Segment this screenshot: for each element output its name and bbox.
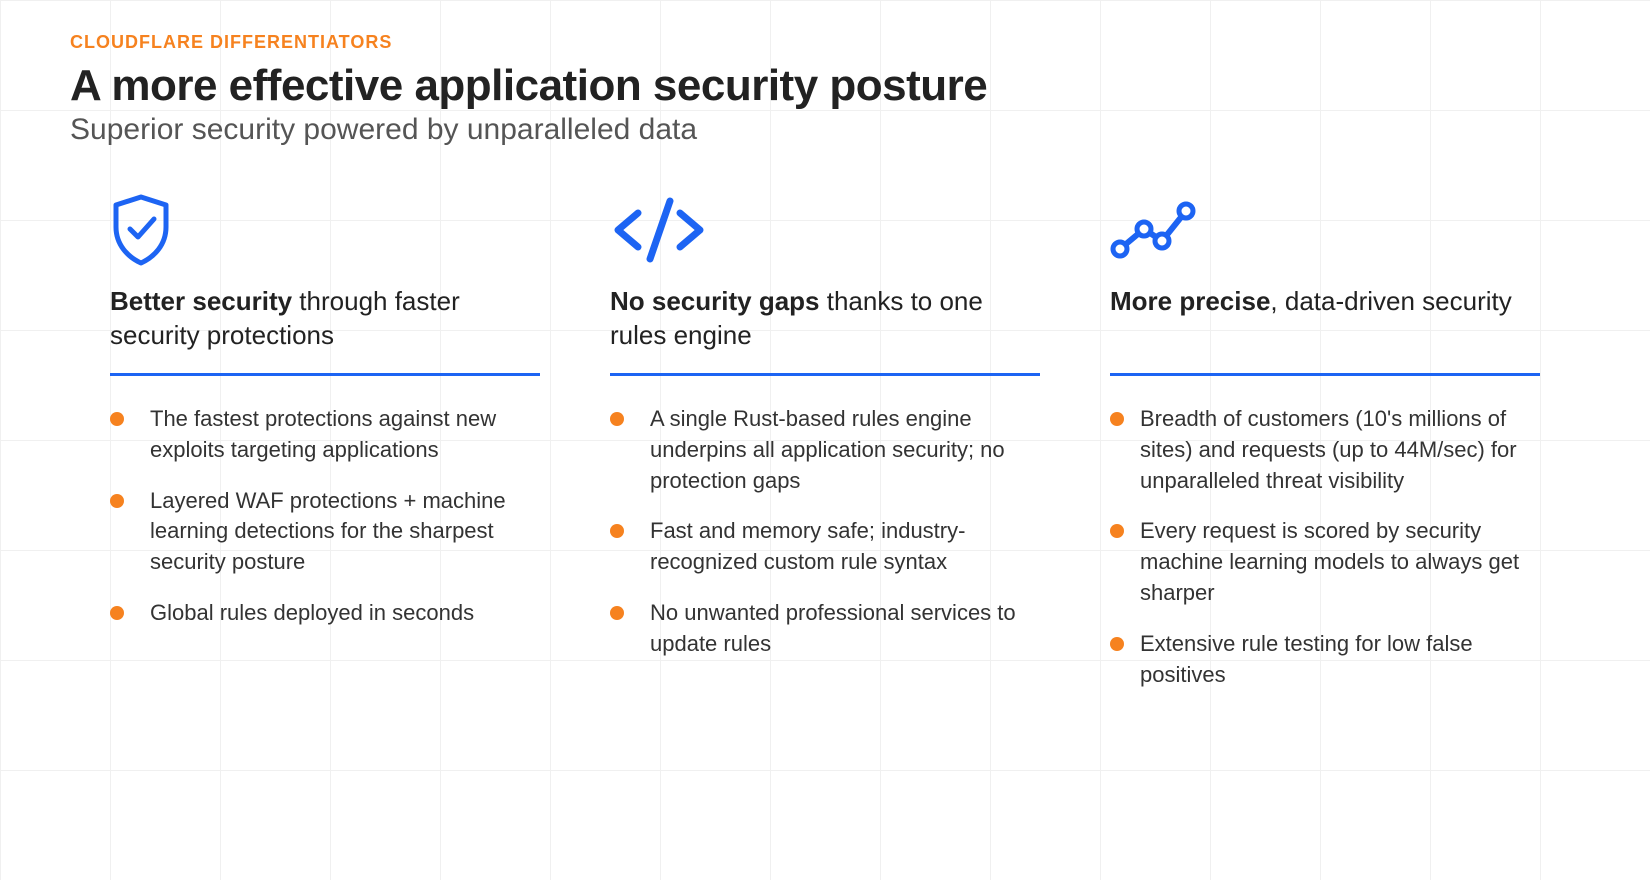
column-divider bbox=[1110, 373, 1540, 376]
list-item: Layered WAF protections + machine learni… bbox=[110, 486, 540, 578]
bullet-list: Breadth of customers (10's millions of s… bbox=[1110, 404, 1540, 690]
list-item: Fast and memory safe; industry-recognize… bbox=[610, 516, 1040, 578]
column-heading-bold: Better security bbox=[110, 286, 292, 316]
column-divider bbox=[610, 373, 1040, 376]
column-heading-bold: More precise bbox=[1110, 286, 1270, 316]
list-item: Every request is scored by security mach… bbox=[1110, 516, 1540, 608]
list-item: Breadth of customers (10's millions of s… bbox=[1110, 404, 1540, 496]
shield-check-icon bbox=[110, 189, 540, 271]
column-heading: More precise, data-driven security bbox=[1110, 285, 1540, 353]
list-item: No unwanted professional services to upd… bbox=[610, 598, 1040, 660]
list-item: The fastest protections against new expl… bbox=[110, 404, 540, 466]
code-brackets-icon bbox=[610, 189, 1040, 271]
column-heading: No security gaps thanks to one rules eng… bbox=[610, 285, 1040, 353]
page-subtitle: Superior security powered by unparallele… bbox=[70, 113, 1580, 147]
page-title: A more effective application security po… bbox=[70, 61, 1580, 111]
list-item: Extensive rule testing for low false pos… bbox=[1110, 629, 1540, 691]
bullet-list: The fastest protections against new expl… bbox=[110, 404, 540, 629]
column-heading: Better security through faster security … bbox=[110, 285, 540, 353]
eyebrow-label: CLOUDFLARE DIFFERENTIATORS bbox=[70, 32, 1580, 53]
column-divider bbox=[110, 373, 540, 376]
column-better-security: Better security through faster security … bbox=[110, 189, 540, 710]
list-item: Global rules deployed in seconds bbox=[110, 598, 540, 629]
bullet-list: A single Rust-based rules engine underpi… bbox=[610, 404, 1040, 660]
columns-container: Better security through faster security … bbox=[70, 189, 1580, 710]
list-item: A single Rust-based rules engine underpi… bbox=[610, 404, 1040, 496]
column-heading-rest: , data-driven security bbox=[1270, 286, 1511, 316]
column-heading-bold: No security gaps bbox=[610, 286, 820, 316]
column-no-gaps: No security gaps thanks to one rules eng… bbox=[610, 189, 1040, 710]
column-more-precise: More precise, data-driven security Bread… bbox=[1110, 189, 1540, 710]
insights-graph-icon bbox=[1110, 189, 1540, 271]
